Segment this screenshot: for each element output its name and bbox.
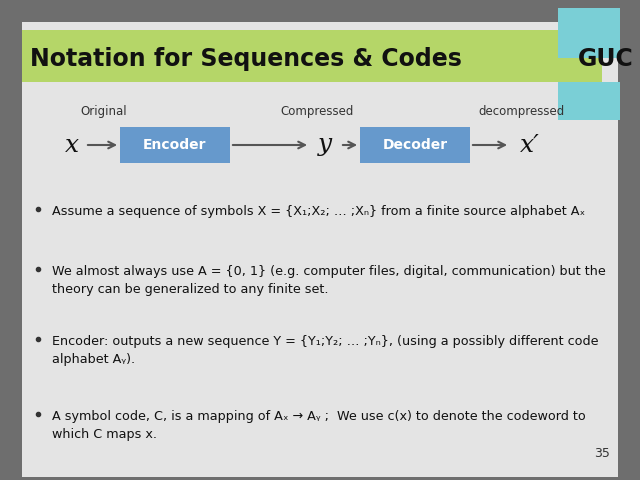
Text: 35: 35 <box>594 447 610 460</box>
Bar <box>360 127 470 163</box>
Text: Assume a sequence of symbols X = {X₁;X₂; … ;Xₙ} from a finite source alphabet Aₓ: Assume a sequence of symbols X = {X₁;X₂;… <box>52 205 585 218</box>
Bar <box>558 82 620 120</box>
Bar <box>558 8 620 58</box>
Text: Encoder: outputs a new sequence Y = {Y₁;Y₂; … ;Yₙ}, (using a possibly different : Encoder: outputs a new sequence Y = {Y₁;… <box>52 335 598 366</box>
Text: GUC: GUC <box>578 47 634 71</box>
Text: x′: x′ <box>520 133 540 156</box>
Text: Encoder: Encoder <box>143 138 207 152</box>
Text: Compressed: Compressed <box>280 105 353 118</box>
Text: We almost always use A = {0, 1} (e.g. computer files, digital, communication) bu: We almost always use A = {0, 1} (e.g. co… <box>52 265 605 296</box>
Text: decompressed: decompressed <box>478 105 564 118</box>
Text: Original: Original <box>80 105 127 118</box>
Text: Decoder: Decoder <box>383 138 447 152</box>
Bar <box>120 127 230 163</box>
Text: A symbol code, C, is a mapping of Aₓ → Aᵧ ;  We use c(x) to denote the codeword : A symbol code, C, is a mapping of Aₓ → A… <box>52 410 586 441</box>
Bar <box>22 30 602 82</box>
Text: Notation for Sequences & Codes: Notation for Sequences & Codes <box>30 47 462 71</box>
Text: y: y <box>318 133 332 156</box>
Text: x: x <box>65 133 79 156</box>
